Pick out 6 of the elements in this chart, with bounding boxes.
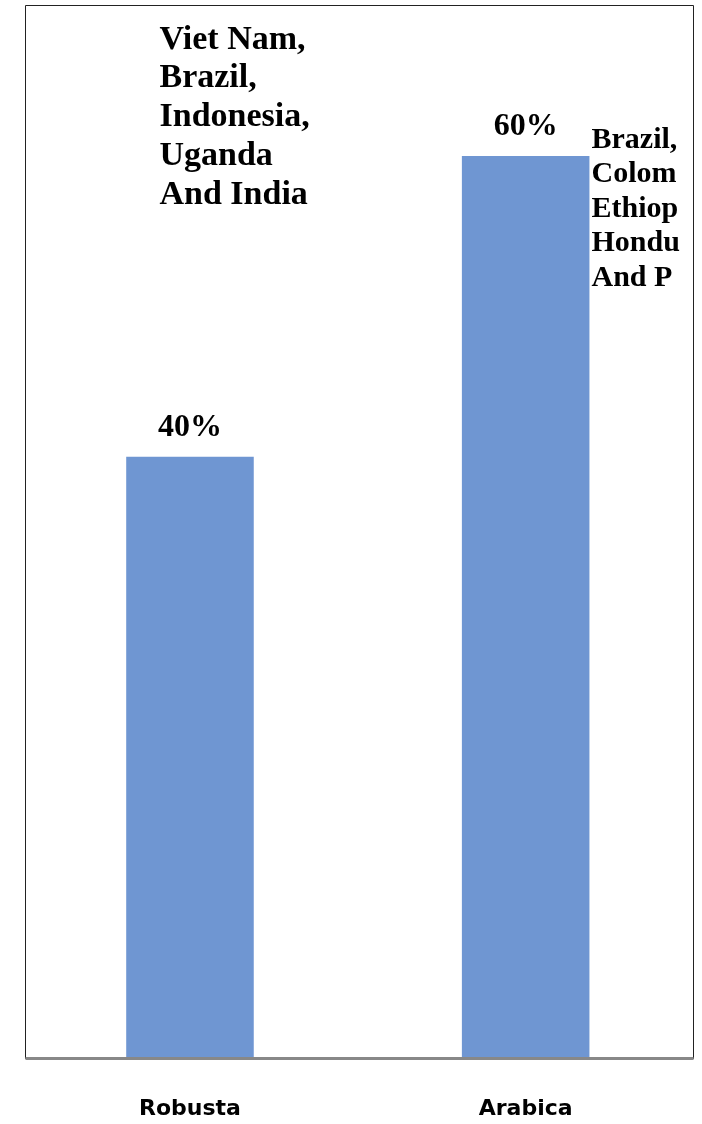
data-label: 60% [493,105,558,142]
annotation: Brazil, Colom Ethiop Hondu And P [591,120,680,293]
x-tick-label: Robusta [139,1094,241,1120]
annotation: Viet Nam, Brazil, Indonesia, Uganda And India [159,18,310,211]
data-label: 40% [157,406,222,443]
x-tick-label: Arabica [478,1094,573,1120]
